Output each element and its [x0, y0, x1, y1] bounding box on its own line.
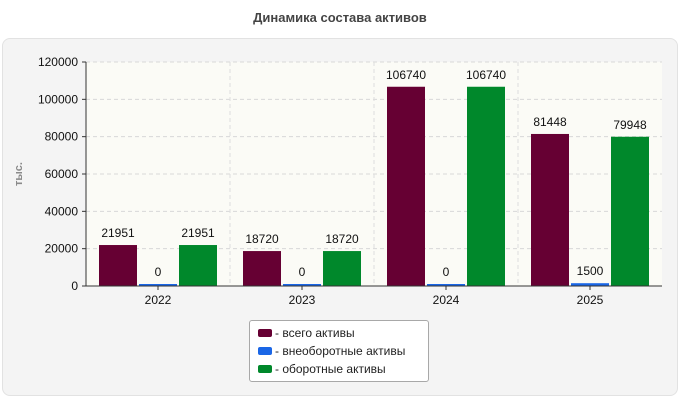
legend-swatch — [258, 329, 272, 337]
bar — [139, 284, 177, 286]
data-label: 1500 — [577, 264, 604, 278]
x-tick-label: 2023 — [289, 293, 316, 307]
data-label: 0 — [299, 265, 306, 279]
data-labels-layer: 21951 0 21951 18720 0 18720 106740 0 106740 81448… — [101, 68, 647, 279]
bar — [179, 245, 217, 286]
data-label: 106740 — [466, 68, 506, 82]
data-label: 0 — [443, 265, 450, 279]
data-label: 0 — [155, 265, 162, 279]
legend-item: - внеоборотные активы — [258, 342, 428, 360]
x-tick-label: 2025 — [577, 293, 604, 307]
legend-swatch — [258, 365, 272, 373]
legend-swatch — [258, 347, 272, 355]
legend-label: - всего активы — [275, 326, 355, 340]
legend: - всего активы - внеоборотные активы - о… — [249, 320, 429, 382]
legend-item: - всего активы — [258, 324, 428, 342]
bar — [243, 251, 281, 286]
bar — [387, 86, 425, 286]
y-tick-label: 0 — [71, 279, 78, 293]
bar — [467, 86, 505, 286]
y-tick-label: 100000 — [38, 92, 78, 106]
data-label: 18720 — [325, 232, 359, 246]
y-tick-label: 40000 — [45, 204, 79, 218]
legend-item: - оборотные активы — [258, 360, 428, 378]
x-tick-label: 2024 — [433, 293, 460, 307]
bar — [611, 136, 649, 286]
data-label: 21951 — [101, 226, 135, 240]
y-axis-label: тыс. — [13, 162, 25, 186]
chart-title: Динамика состава активов — [253, 10, 427, 25]
data-label: 106740 — [386, 68, 426, 82]
bars-layer — [99, 86, 649, 286]
bar — [531, 133, 569, 286]
y-tick-label: 120000 — [38, 55, 78, 69]
grid-layer — [86, 61, 662, 286]
bar — [99, 245, 137, 286]
y-tick-label: 20000 — [45, 242, 79, 256]
data-label: 18720 — [245, 232, 279, 246]
data-label: 81448 — [533, 115, 567, 129]
bar — [427, 284, 465, 286]
bar — [323, 251, 361, 286]
legend-label: - внеоборотные активы — [275, 344, 406, 358]
y-tick-label: 80000 — [45, 130, 79, 144]
x-tick-label: 2022 — [145, 293, 172, 307]
legend-label: - оборотные активы — [275, 362, 386, 376]
data-label: 21951 — [181, 226, 215, 240]
bar — [283, 284, 321, 286]
data-label: 79948 — [613, 118, 647, 132]
bar — [571, 283, 609, 286]
axes-layer: 0 20000 40000 60000 80000 100000 120000 2022 202… — [38, 55, 662, 307]
y-tick-label: 60000 — [45, 167, 79, 181]
